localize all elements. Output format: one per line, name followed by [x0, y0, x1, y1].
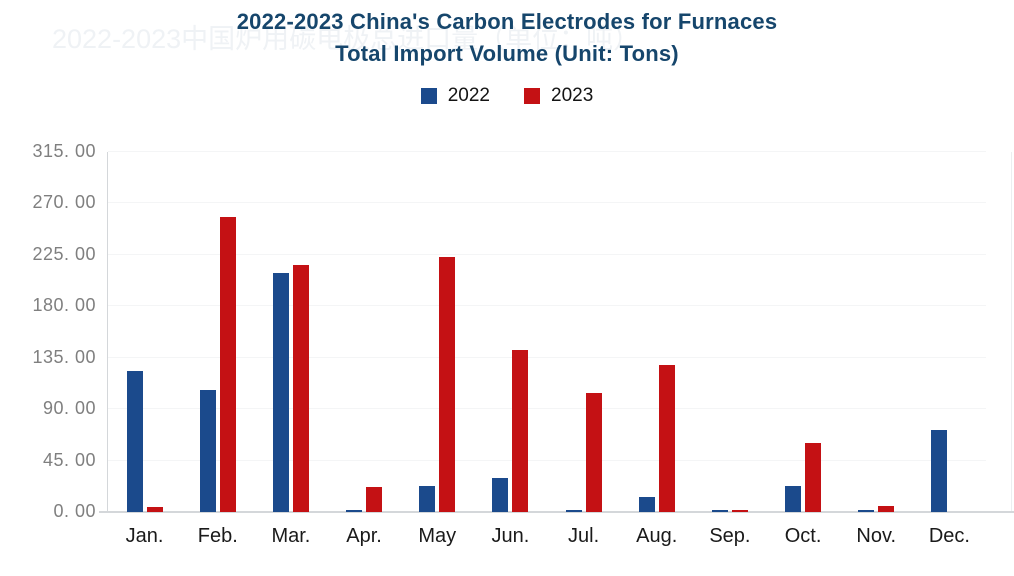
y-axis-tick-label-225: 225. 00: [32, 243, 96, 264]
bar-2023-nov: [878, 506, 895, 512]
bar-2022-dec: [931, 429, 948, 512]
legend-item-2023: 2023: [524, 85, 593, 107]
bar-group-apr: [346, 152, 383, 512]
x-axis-label-apr: Apr.: [346, 525, 382, 547]
x-axis-label-dec: Dec.: [928, 525, 970, 547]
gridline-270: [108, 202, 986, 204]
bar-group-sep: [711, 152, 748, 512]
x-axis-label-oct: Oct.: [784, 525, 822, 547]
plot-area: [99, 151, 1014, 513]
bar-2023-feb: [219, 217, 236, 512]
bar-2023-apr: [366, 486, 383, 512]
bar-2022-may: [419, 485, 436, 512]
bar-group-jan: [126, 152, 163, 512]
bar-group-mar: [272, 152, 309, 512]
x-axis-label-aug: Aug.: [636, 525, 678, 547]
bar-2023-jul: [585, 393, 602, 512]
y-axis-tick-label-270: 270. 00: [32, 192, 96, 213]
bar-group-jul: [565, 152, 602, 512]
bar-2022-apr: [346, 509, 363, 512]
x-axis-label-nov: Nov.: [856, 525, 897, 547]
gridline-180: [108, 305, 986, 307]
bar-2023-sep: [731, 509, 748, 512]
y-axis-tick-label-90: 90. 00: [42, 398, 96, 419]
x-axis-label-may: May: [418, 525, 457, 547]
bar-2022-jan: [126, 371, 143, 512]
bar-2022-jun: [492, 477, 509, 512]
x-axis-label-feb: Feb.: [197, 525, 238, 547]
bar-group-may: [419, 152, 456, 512]
y-axis-tick-label-315: 315. 00: [32, 141, 96, 161]
bar-2023-jan: [146, 507, 163, 512]
bar-2022-oct: [785, 485, 802, 512]
bar-group-dec: [931, 152, 967, 512]
legend-swatch-2023: [524, 88, 540, 104]
y-axis-tick-label-45: 45. 00: [42, 449, 96, 470]
gridline-315: [108, 151, 986, 152]
gridline-135: [108, 356, 986, 358]
bar-2023-aug: [658, 364, 675, 512]
y-axis-tick-label-180: 180. 00: [32, 295, 96, 316]
bar-2022-aug: [638, 497, 655, 512]
bar-group-nov: [858, 152, 895, 512]
bar-2022-sep: [711, 509, 728, 512]
legend-label-2022: 2022: [447, 85, 490, 106]
y-axis-tick-label-135: 135. 00: [32, 346, 96, 367]
x-axis-line: [99, 511, 1014, 513]
legend-item-2022: 2022: [420, 85, 490, 107]
plot-right-border: [1011, 152, 1012, 512]
x-axis-label-sep: Sep.: [709, 525, 751, 547]
bar-2022-jul: [565, 509, 582, 512]
gridline-45: [108, 459, 986, 461]
chart-title-line2: Total Import Volume (Unit: Tons): [335, 41, 679, 66]
chart-title-line1: 2022-2023 China's Carbon Electrodes for …: [236, 9, 778, 34]
watermark-text: 2022-2023中国炉用碳电极总进口量（单位：吨）: [52, 24, 641, 54]
y-axis-line: [107, 152, 108, 512]
bar-2023-jun: [512, 349, 529, 512]
x-axis-label-jun: Jun.: [491, 525, 530, 547]
bar-2022-mar: [272, 273, 289, 512]
bar-group-jun: [492, 152, 529, 512]
gridline-90: [108, 408, 986, 410]
bar-2022-nov: [858, 509, 875, 512]
x-axis-label-mar: Mar.: [271, 525, 311, 547]
bar-group-aug: [638, 152, 675, 512]
bar-group-feb: [199, 152, 236, 512]
legend-swatch-2022: [420, 88, 437, 104]
bar-2023-may: [439, 257, 456, 512]
x-axis-label-jul: Jul.: [568, 525, 600, 547]
bar-2023-mar: [292, 265, 309, 512]
bar-group-oct: [785, 152, 822, 512]
x-axis-label-jan: Jan.: [125, 525, 164, 547]
gridline-225: [108, 253, 986, 255]
y-axis-tick-label-0: 0. 00: [53, 501, 96, 521]
legend-label-2023: 2023: [551, 85, 594, 106]
legend: 2022 2023: [0, 85, 1014, 107]
bar-2023-oct: [805, 443, 822, 512]
bar-2022-feb: [199, 389, 216, 512]
